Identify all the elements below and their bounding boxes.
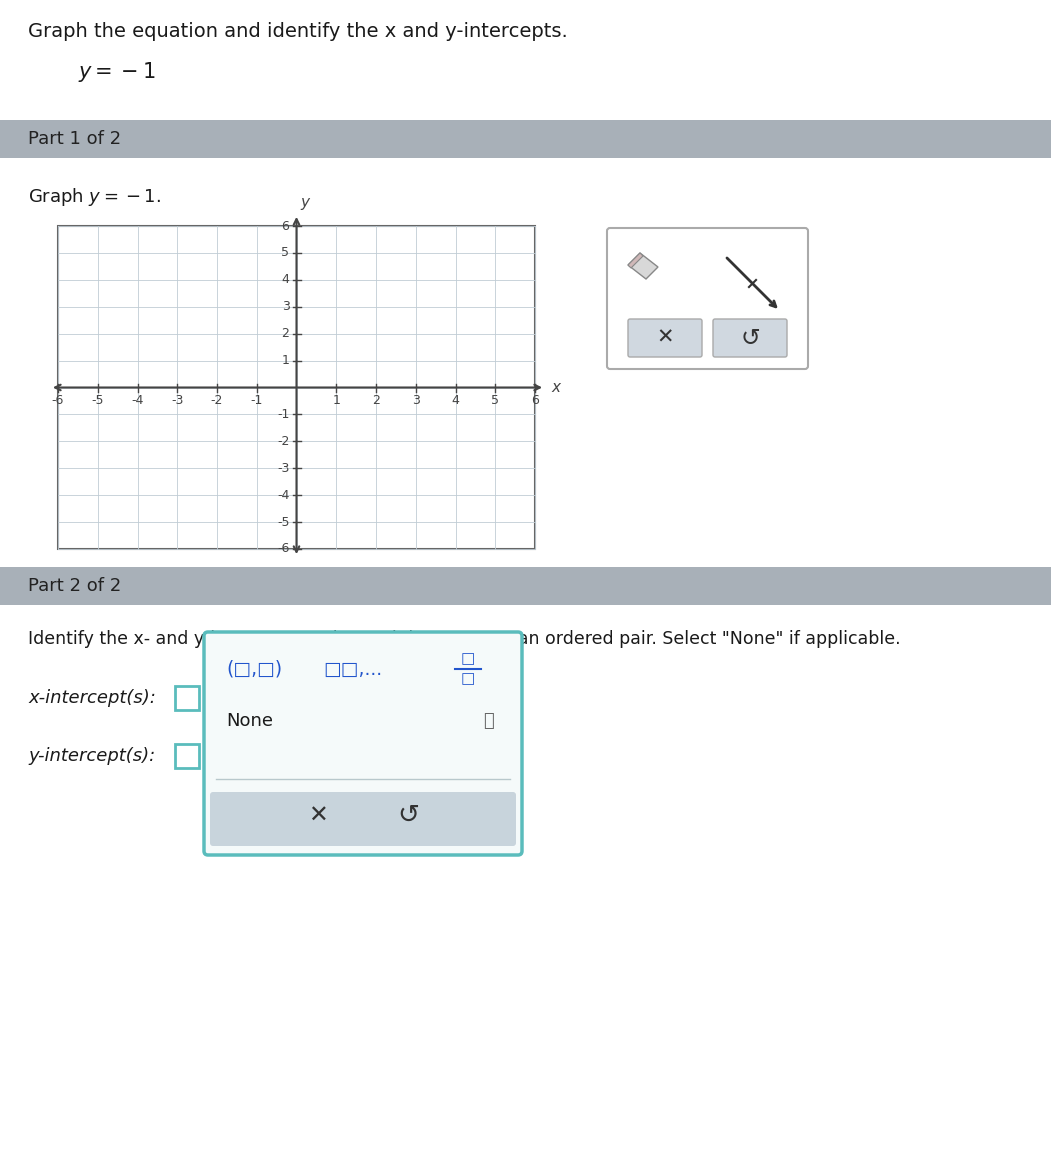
Text: □□,...: □□,... <box>323 660 383 679</box>
Text: 5: 5 <box>282 246 289 260</box>
Text: ✕: ✕ <box>308 804 328 828</box>
Text: x: x <box>551 380 560 396</box>
Text: ⌣: ⌣ <box>482 712 493 730</box>
Text: 4: 4 <box>282 274 289 287</box>
FancyBboxPatch shape <box>0 158 1051 567</box>
FancyBboxPatch shape <box>607 229 808 369</box>
Text: 3: 3 <box>282 300 289 313</box>
Text: Identify the x- and y-intercepts. Write each intercept as an ordered pair. Selec: Identify the x- and y-intercepts. Write … <box>28 630 901 648</box>
Text: y-intercept(s):: y-intercept(s): <box>28 747 156 764</box>
Text: 6: 6 <box>282 219 289 232</box>
FancyBboxPatch shape <box>0 606 1051 1160</box>
FancyBboxPatch shape <box>204 632 522 855</box>
FancyBboxPatch shape <box>0 119 1051 158</box>
Text: 6: 6 <box>531 394 539 407</box>
Text: -4: -4 <box>277 488 289 501</box>
Text: 1: 1 <box>332 394 341 407</box>
Text: -6: -6 <box>51 394 64 407</box>
FancyBboxPatch shape <box>0 0 1051 119</box>
Text: 2: 2 <box>282 327 289 340</box>
FancyBboxPatch shape <box>210 792 516 846</box>
FancyBboxPatch shape <box>176 744 199 768</box>
Text: Part 2 of 2: Part 2 of 2 <box>28 577 121 595</box>
Text: 5: 5 <box>491 394 499 407</box>
Text: ✕: ✕ <box>656 328 674 348</box>
Text: □: □ <box>460 652 475 667</box>
Text: Graph the equation and identify the x and y-intercepts.: Graph the equation and identify the x an… <box>28 22 568 41</box>
Text: ↺: ↺ <box>740 326 760 350</box>
Text: -2: -2 <box>211 394 223 407</box>
Text: -1: -1 <box>277 408 289 421</box>
Text: Part 1 of 2: Part 1 of 2 <box>28 130 121 148</box>
Polygon shape <box>628 253 658 280</box>
FancyBboxPatch shape <box>628 319 702 357</box>
Polygon shape <box>628 253 643 268</box>
Text: □: □ <box>460 672 475 687</box>
FancyBboxPatch shape <box>713 319 787 357</box>
Text: -5: -5 <box>277 515 289 529</box>
FancyBboxPatch shape <box>58 226 535 549</box>
FancyBboxPatch shape <box>0 567 1051 606</box>
Text: x-intercept(s):: x-intercept(s): <box>28 689 156 706</box>
Text: $y=-1$: $y=-1$ <box>78 60 156 84</box>
Text: ↺: ↺ <box>397 803 419 829</box>
Text: -6: -6 <box>277 543 289 556</box>
Text: -3: -3 <box>277 462 289 474</box>
Text: y: y <box>301 195 309 210</box>
Text: 4: 4 <box>452 394 459 407</box>
Text: -1: -1 <box>250 394 263 407</box>
FancyBboxPatch shape <box>176 686 199 710</box>
Text: 3: 3 <box>412 394 419 407</box>
Text: -5: -5 <box>91 394 104 407</box>
Text: 1: 1 <box>282 354 289 367</box>
Text: 2: 2 <box>372 394 380 407</box>
Text: -4: -4 <box>131 394 144 407</box>
Text: -2: -2 <box>277 435 289 448</box>
Text: (□,□): (□,□) <box>226 660 282 679</box>
Text: -3: -3 <box>171 394 184 407</box>
Text: None: None <box>226 712 273 730</box>
Text: Graph $y=-1$.: Graph $y=-1$. <box>28 186 161 208</box>
